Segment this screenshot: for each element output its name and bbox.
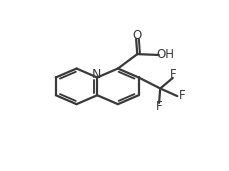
Text: N: N bbox=[91, 68, 101, 81]
Text: F: F bbox=[179, 89, 186, 102]
Text: O: O bbox=[133, 29, 142, 42]
Text: F: F bbox=[170, 68, 177, 81]
Text: OH: OH bbox=[156, 48, 174, 61]
Text: F: F bbox=[156, 100, 163, 113]
